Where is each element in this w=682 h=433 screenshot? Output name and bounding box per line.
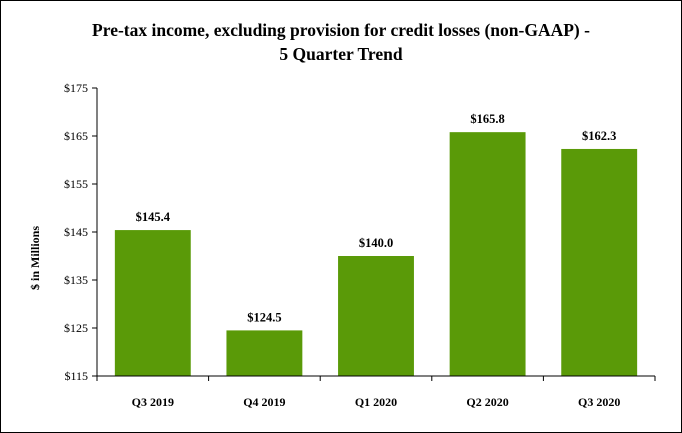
y-axis: $115 $125 $135 $145 $155 $165 $175	[64, 81, 98, 383]
chart-title-line-2: 5 Quarter Trend	[279, 44, 403, 64]
y-tick-label: $175	[64, 81, 88, 95]
y-tick-label: $145	[64, 225, 88, 239]
x-tick-label: Q2 2020	[466, 395, 508, 409]
y-tick-label: $115	[64, 369, 88, 383]
bar	[114, 230, 191, 376]
y-tick-label: $165	[64, 129, 88, 143]
chart-title: Pre-tax income, excluding provision for …	[0, 18, 682, 66]
y-tick-label: $155	[64, 177, 88, 191]
x-tick-label: Q3 2019	[132, 395, 174, 409]
data-label: $162.3	[582, 129, 616, 143]
x-tick-label: Q4 2019	[243, 395, 285, 409]
data-label: $124.5	[247, 310, 281, 324]
bar	[561, 148, 638, 376]
bar	[226, 330, 303, 376]
y-tick-label: $135	[64, 273, 88, 287]
bar	[449, 132, 526, 376]
data-label: $140.0	[359, 236, 393, 250]
data-label: $145.4	[136, 210, 171, 224]
y-tick-label: $125	[64, 321, 88, 335]
bar	[338, 256, 414, 376]
x-tick-label: Q1 2020	[355, 395, 397, 409]
x-tick-label: Q3 2020	[578, 395, 620, 409]
data-label: $165.8	[470, 112, 504, 126]
y-axis-label: $ in Millions	[28, 226, 42, 290]
x-axis: Q3 2019 Q4 2019 Q1 2020 Q2 2020 Q3 2020	[96, 375, 656, 409]
bars: $145.4 $124.5 $140.0 $165.8 $162.3	[114, 112, 638, 376]
chart-title-line-1: Pre-tax income, excluding provision for …	[92, 20, 590, 40]
